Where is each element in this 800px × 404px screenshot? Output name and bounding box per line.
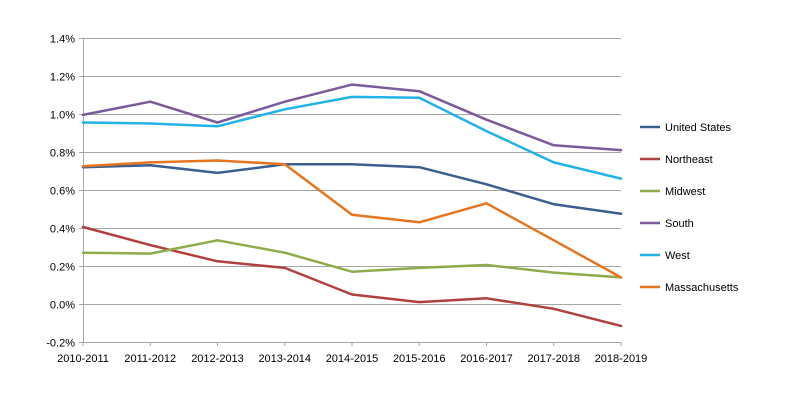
x-tick-label: 2011-2012 — [124, 353, 176, 365]
data-point — [350, 163, 354, 166]
data-point — [149, 243, 152, 247]
data-point — [619, 212, 623, 215]
data-point — [552, 161, 555, 164]
data-point — [619, 148, 623, 152]
series-lines — [81, 83, 623, 328]
data-point — [283, 163, 286, 166]
data-point — [418, 221, 421, 224]
data-point — [216, 239, 219, 242]
data-point — [552, 144, 555, 147]
data-point — [485, 129, 488, 133]
legend-item: Midwest — [640, 186, 705, 198]
data-point — [418, 300, 421, 304]
data-point — [81, 225, 85, 229]
legend: United States Northeast Midwest South West Ma… — [640, 122, 739, 294]
data-point — [485, 263, 488, 267]
data-point — [283, 266, 286, 270]
y-tick-label: 0.8% — [50, 148, 75, 160]
legend-label: South — [665, 218, 694, 230]
x-tick-label: 2012-2013 — [191, 353, 244, 365]
data-point — [552, 307, 555, 310]
data-point — [81, 121, 85, 124]
data-point — [418, 266, 421, 270]
data-point — [552, 271, 555, 274]
x-axis-ticks: 2010-2011 2011-2012 2012-2013 2013-2014 2014… — [57, 342, 647, 365]
y-tick-label: 0.6% — [50, 186, 75, 198]
x-tick-label: 2016-2017 — [460, 353, 513, 365]
data-point — [350, 95, 354, 99]
data-point — [418, 166, 421, 169]
data-point — [216, 260, 219, 263]
data-point — [485, 202, 488, 205]
data-point — [149, 161, 152, 164]
data-point — [552, 239, 555, 242]
y-axis-ticks: -0.2% 0.0% 0.2% 0.4% 0.6% 0.8% 1.0% 1.2% 1.4% — [46, 34, 83, 350]
series-line-northeast — [81, 225, 623, 328]
gridlines — [83, 38, 621, 343]
legend-label: Midwest — [665, 186, 705, 198]
data-point — [149, 164, 152, 167]
x-tick-label: 2017-2018 — [527, 353, 580, 365]
y-tick-label: -0.2% — [46, 338, 75, 350]
legend-item: West — [640, 250, 690, 262]
data-point — [619, 276, 623, 279]
data-point — [216, 121, 219, 124]
legend-item: South — [640, 218, 694, 230]
data-point — [283, 251, 286, 254]
data-point — [418, 90, 421, 93]
y-tick-label: 0.4% — [50, 224, 75, 236]
data-point — [485, 118, 488, 121]
data-point — [216, 125, 219, 128]
series-line-massachusetts — [81, 159, 623, 279]
x-tick-label: 2015-2016 — [393, 353, 446, 365]
legend-item: Northeast — [640, 154, 713, 166]
data-point — [619, 177, 623, 180]
y-tick-label: 0.0% — [50, 300, 75, 312]
data-point — [350, 213, 354, 216]
series-line-south — [81, 83, 623, 152]
data-point — [81, 251, 85, 254]
y-tick-label: 1.0% — [50, 110, 75, 122]
data-point — [149, 100, 152, 103]
x-tick-label: 2014-2015 — [326, 353, 379, 365]
y-tick-label: 1.4% — [50, 34, 75, 46]
data-point — [81, 113, 85, 117]
data-point — [350, 83, 354, 86]
data-point — [149, 122, 152, 125]
legend-label: Massachusetts — [665, 282, 739, 294]
data-point — [485, 297, 488, 300]
y-tick-label: 0.2% — [50, 262, 75, 274]
x-tick-label: 2018-2019 — [595, 353, 648, 365]
data-point — [418, 96, 421, 100]
data-point — [552, 203, 555, 206]
data-point — [350, 270, 354, 273]
data-point — [81, 165, 85, 168]
x-tick-label: 2013-2014 — [258, 353, 311, 365]
legend-label: West — [665, 250, 690, 262]
data-point — [149, 252, 152, 255]
data-point — [485, 183, 488, 186]
data-point — [283, 100, 286, 103]
data-point — [283, 108, 286, 111]
data-point — [619, 324, 623, 328]
legend-item: United States — [640, 122, 732, 134]
data-point — [216, 171, 219, 175]
x-tick-label: 2010-2011 — [57, 353, 109, 365]
legend-item: Massachusetts — [640, 282, 739, 294]
data-point — [350, 293, 354, 296]
y-tick-label: 1.2% — [50, 72, 75, 84]
legend-label: Northeast — [665, 154, 713, 166]
series-line-united-states — [81, 163, 623, 215]
legend-label: United States — [665, 122, 732, 134]
data-point — [216, 159, 219, 162]
